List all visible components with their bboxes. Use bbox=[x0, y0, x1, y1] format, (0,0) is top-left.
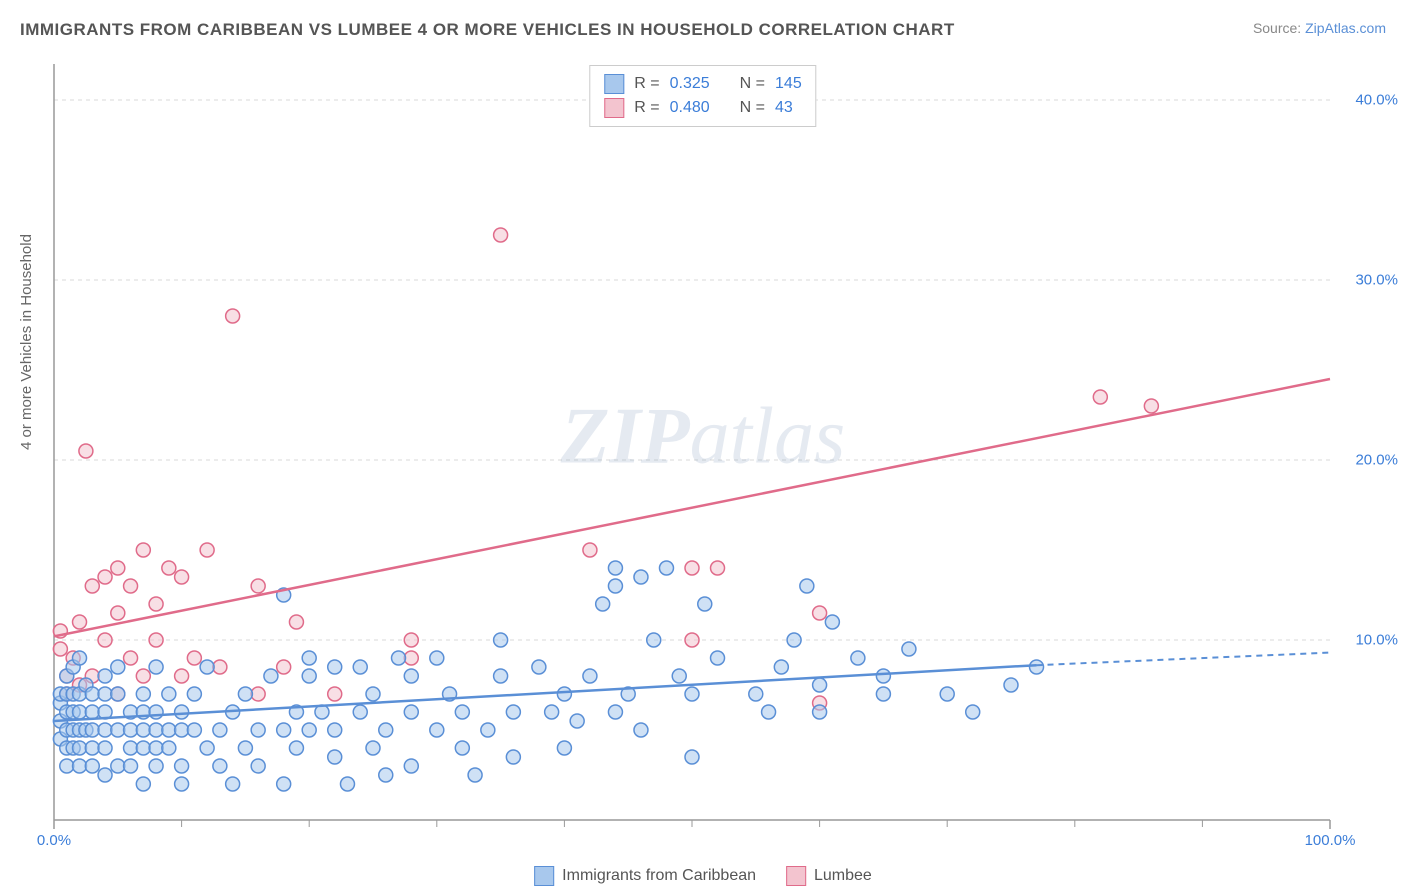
legend-swatch-1 bbox=[604, 74, 624, 94]
r-label: R = bbox=[634, 72, 659, 96]
legend-item-lumbee: Lumbee bbox=[786, 866, 872, 886]
n-value-2: 43 bbox=[775, 96, 793, 120]
n-label: N = bbox=[740, 96, 765, 120]
y-tick-label: 40.0% bbox=[1355, 92, 1398, 109]
legend-series: Immigrants from Caribbean Lumbee bbox=[534, 866, 872, 886]
n-label: N = bbox=[740, 72, 765, 96]
chart-title: IMMIGRANTS FROM CARIBBEAN VS LUMBEE 4 OR… bbox=[20, 20, 955, 40]
r-label: R = bbox=[634, 96, 659, 120]
legend-row-2: R = 0.480 N = 43 bbox=[604, 96, 801, 120]
legend-swatch-lumbee bbox=[786, 866, 806, 886]
legend-swatch-2 bbox=[604, 98, 624, 118]
source-label: Source: bbox=[1253, 20, 1305, 36]
chart-container: IMMIGRANTS FROM CARIBBEAN VS LUMBEE 4 OR… bbox=[0, 0, 1406, 892]
y-tick-label: 30.0% bbox=[1355, 272, 1398, 289]
chart-area bbox=[50, 60, 1390, 850]
legend-item-caribbean: Immigrants from Caribbean bbox=[534, 866, 756, 886]
y-axis-label: 4 or more Vehicles in Household bbox=[18, 234, 35, 450]
x-tick-label: 100.0% bbox=[1305, 832, 1356, 849]
y-tick-label: 10.0% bbox=[1355, 632, 1398, 649]
legend-label-lumbee: Lumbee bbox=[814, 867, 872, 885]
n-value-1: 145 bbox=[775, 72, 802, 96]
source-link[interactable]: ZipAtlas.com bbox=[1305, 20, 1386, 36]
chart-svg bbox=[50, 60, 1390, 850]
y-tick-label: 20.0% bbox=[1355, 452, 1398, 469]
legend-correlation: R = 0.325 N = 145 R = 0.480 N = 43 bbox=[589, 65, 816, 127]
source-attribution: Source: ZipAtlas.com bbox=[1253, 20, 1386, 36]
legend-swatch-caribbean bbox=[534, 866, 554, 886]
r-value-2: 0.480 bbox=[670, 96, 710, 120]
r-value-1: 0.325 bbox=[670, 72, 710, 96]
x-tick-label: 0.0% bbox=[37, 832, 71, 849]
legend-row-1: R = 0.325 N = 145 bbox=[604, 72, 801, 96]
legend-label-caribbean: Immigrants from Caribbean bbox=[562, 867, 756, 885]
